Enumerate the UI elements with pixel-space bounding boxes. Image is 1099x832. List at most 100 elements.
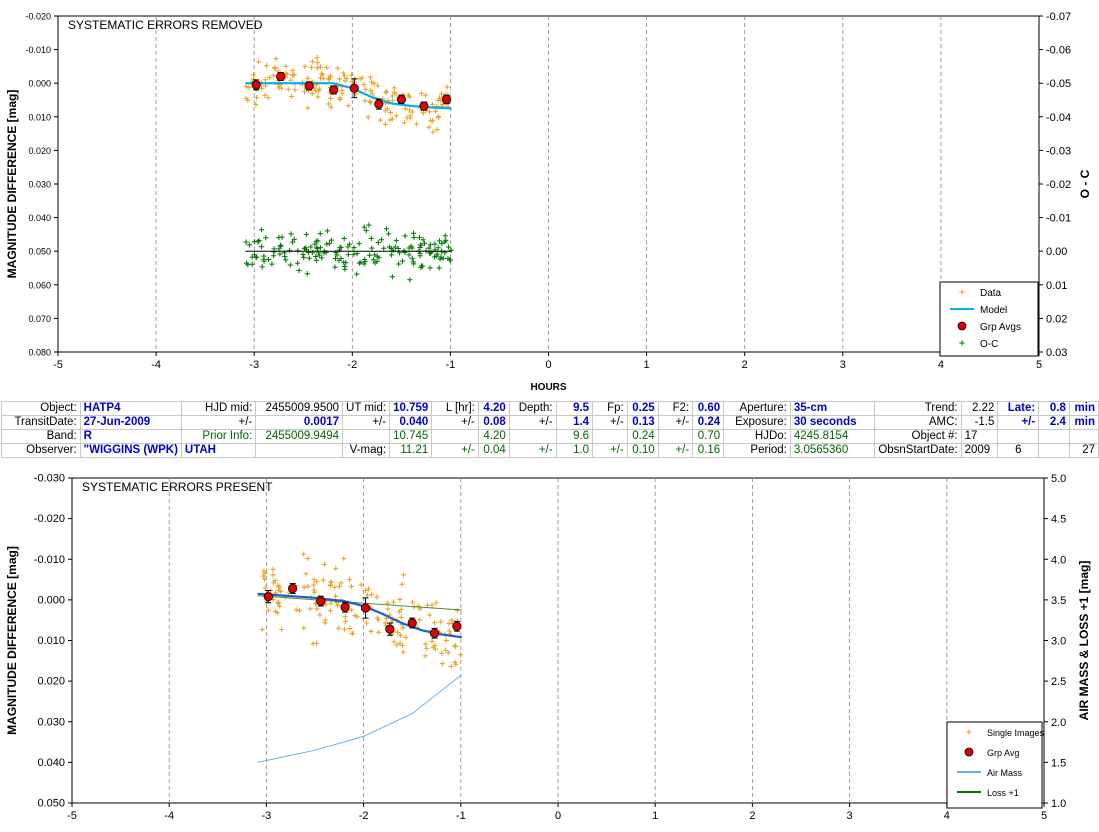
- data-point: [348, 583, 355, 590]
- x-tick-label: 1: [652, 810, 658, 822]
- legend-swatch: [957, 321, 967, 331]
- x-tick-label: 2: [749, 810, 755, 822]
- x-tick-label: 2: [742, 359, 748, 371]
- observer-label: Observer:: [1, 443, 81, 458]
- air-mass-line: [257, 674, 463, 763]
- data-point: [406, 252, 412, 258]
- data-point: [413, 121, 419, 127]
- legend-swatch: [966, 729, 972, 735]
- data-point: [434, 253, 440, 259]
- data-point: [407, 277, 413, 283]
- data-point: [378, 237, 385, 243]
- data-point: [362, 98, 368, 104]
- data-point: [342, 266, 348, 272]
- data-point: [389, 116, 395, 122]
- data-point: [264, 63, 270, 69]
- data-point: [444, 84, 450, 90]
- data-point: [367, 74, 373, 80]
- f2-value: 0.60: [692, 401, 725, 416]
- amc-label: AMC:: [874, 415, 962, 430]
- prior-l-value: 4.20: [477, 429, 510, 444]
- data-point: [258, 244, 265, 250]
- data-point: [283, 63, 289, 70]
- data-point: [335, 65, 341, 71]
- observer-value: "WIGGINS (WPK): [79, 443, 182, 458]
- x-tick-label: -4: [151, 359, 161, 371]
- data-point: [445, 650, 451, 656]
- data-point: [336, 247, 342, 253]
- data-point: [317, 64, 324, 70]
- data-point: [382, 121, 389, 128]
- data-point: [358, 259, 364, 265]
- data-point: [276, 584, 282, 590]
- data-point: [275, 600, 281, 607]
- data-point: [311, 577, 317, 583]
- data-point: [396, 609, 402, 615]
- data-point: [415, 603, 422, 609]
- data-point: [305, 75, 311, 81]
- data-point: [358, 582, 364, 588]
- data-point: [341, 235, 347, 242]
- data-point: [328, 579, 334, 585]
- aperture-value: 35-cm: [789, 401, 876, 416]
- data-point: [402, 106, 408, 112]
- data-point: [448, 663, 454, 670]
- data-point: [314, 55, 320, 61]
- y-tick-label: 0.040: [37, 757, 65, 769]
- y2-tick-label: -0.06: [1046, 45, 1071, 57]
- y2-tick-label: 0.03: [1046, 347, 1067, 359]
- location-value: UTAH: [180, 443, 257, 458]
- grp-avg-point: [340, 602, 350, 612]
- data-point: [256, 59, 262, 65]
- amc-value: -1.5: [960, 415, 999, 430]
- data-point: [246, 242, 253, 248]
- data-point: [277, 242, 283, 248]
- band-label: Band:: [1, 429, 81, 444]
- data-point: [383, 88, 390, 94]
- data-point: [448, 247, 454, 253]
- prior-ut-value: 10.745: [389, 429, 433, 444]
- data-point: [407, 94, 413, 100]
- y2-tick-label: 2.5: [1051, 676, 1066, 688]
- data-point: [303, 245, 309, 251]
- data-point: [304, 271, 310, 277]
- transit-date-label: TransitDate:: [1, 415, 81, 430]
- y2-tick-label: -0.04: [1046, 112, 1071, 124]
- hjdo-label: HJDo:: [723, 429, 791, 444]
- data-point: [393, 113, 400, 119]
- top-plot: -5 -4 -3 -2 -1 0 1 2 3 4 5 -0.020 -0.010 0.000 0.010 0.…: [5, 11, 1092, 393]
- data-point: [340, 70, 346, 76]
- prior-hjd-value: 2455009.9494: [255, 429, 344, 444]
- data-point: [316, 252, 322, 258]
- data-point: [368, 79, 375, 85]
- legend-label: Data: [980, 288, 1002, 299]
- data-point: [400, 649, 406, 655]
- hjdo-value: 4245.8154: [789, 429, 876, 444]
- data-point: [276, 85, 282, 91]
- data-point: [364, 620, 370, 626]
- data-point: [368, 628, 374, 634]
- data-point: [293, 607, 299, 613]
- data-point: [308, 244, 314, 250]
- data-point: [410, 259, 416, 265]
- data-point: [362, 587, 368, 594]
- data-point: [333, 593, 339, 599]
- data-point: [291, 236, 297, 242]
- data-point: [449, 617, 455, 623]
- data-point: [270, 73, 276, 79]
- data-point: [324, 241, 330, 247]
- y-tick-label: -0.020: [34, 513, 65, 525]
- data-point: [336, 583, 343, 589]
- data-point: [346, 241, 353, 247]
- pm-label: +/-: [592, 443, 628, 458]
- y2-tick-label: -0.05: [1046, 78, 1071, 90]
- data-point: [375, 83, 381, 89]
- object-number-value: 17: [960, 429, 999, 444]
- data-point: [301, 551, 307, 557]
- data-point: [295, 260, 301, 266]
- data-point: [275, 599, 282, 605]
- data-point: [383, 89, 389, 96]
- data-point: [301, 584, 307, 590]
- data-point: [305, 555, 311, 562]
- data-point: [372, 252, 378, 258]
